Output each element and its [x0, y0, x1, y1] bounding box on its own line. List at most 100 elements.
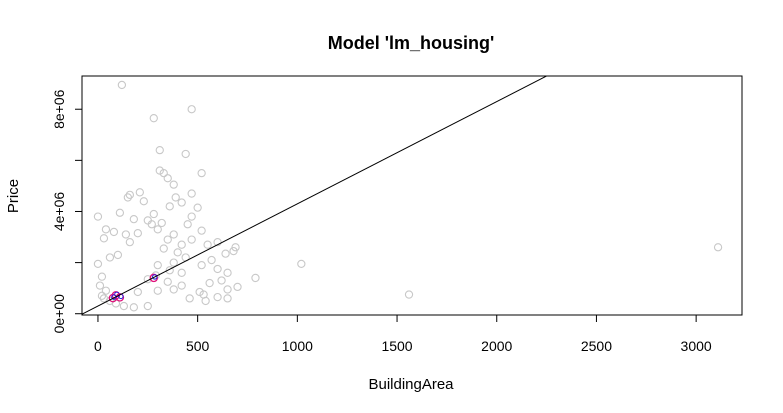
points-layer: [93, 80, 723, 312]
data-point: [169, 285, 178, 294]
x-tick-label: 3000: [681, 338, 712, 354]
data-point: [169, 258, 178, 267]
data-point: [97, 291, 107, 300]
data-point: [171, 193, 180, 202]
data-point: [223, 268, 232, 277]
data-point: [169, 230, 178, 239]
x-tick-label: 1500: [381, 338, 412, 354]
data-point: [117, 80, 127, 90]
data-point: [97, 272, 107, 281]
y-axis: 0e+00 4e+06 8e+06: [51, 89, 83, 334]
data-point: [105, 253, 115, 262]
data-point: [177, 281, 186, 290]
highlight-point-inner: [152, 274, 158, 280]
data-point: [177, 240, 186, 249]
data-point: [133, 287, 142, 297]
x-axis-label: BuildingArea: [368, 376, 454, 393]
data-point: [187, 212, 196, 221]
data-point: [115, 208, 125, 217]
data-point: [101, 225, 111, 234]
data-point: [143, 301, 152, 311]
data-point: [229, 246, 238, 256]
data-point: [169, 180, 178, 189]
data-point: [153, 261, 162, 270]
data-point: [93, 212, 103, 221]
x-tick-label: 500: [186, 338, 210, 354]
data-point: [109, 227, 119, 237]
data-point: [233, 282, 242, 292]
data-point: [213, 264, 222, 274]
data-point: [197, 226, 206, 235]
data-point: [139, 197, 148, 206]
plot-frame: [81, 75, 743, 316]
data-point: [113, 250, 123, 260]
data-point: [183, 220, 192, 229]
data-point: [133, 229, 142, 238]
data-point: [153, 286, 162, 295]
data-point: [123, 193, 133, 202]
data-point: [181, 149, 190, 159]
data-point: [177, 198, 186, 207]
data-point: [223, 285, 232, 294]
data-point: [197, 261, 206, 270]
data-point: [201, 296, 210, 306]
data-point: [101, 286, 111, 295]
data-point: [157, 218, 166, 228]
data-point: [163, 277, 172, 286]
highlight-point: [149, 273, 159, 283]
data-point: [165, 266, 174, 275]
data-point: [149, 209, 158, 219]
data-point: [297, 259, 306, 269]
data-point: [713, 243, 723, 252]
data-point: [125, 237, 135, 247]
data-point: [197, 168, 206, 178]
data-point: [187, 235, 196, 244]
data-point: [217, 276, 226, 285]
data-point: [99, 234, 109, 243]
data-point: [163, 174, 172, 183]
data-point: [203, 240, 212, 249]
data-point: [159, 244, 168, 253]
data-point: [93, 259, 103, 269]
data-point: [207, 255, 216, 265]
data-point: [185, 294, 194, 303]
data-point: [163, 235, 172, 244]
data-point: [177, 268, 186, 277]
data-point: [231, 243, 240, 252]
data-point: [223, 294, 232, 303]
data-point: [121, 230, 131, 239]
data-point: [129, 214, 138, 224]
data-point: [149, 114, 158, 123]
x-axis: 0 500 1000 1500 2000 2500 3000: [94, 314, 712, 354]
data-point: [165, 202, 174, 211]
highlight-layer: [108, 273, 159, 303]
x-tick-label: 2000: [481, 338, 512, 354]
data-point: [119, 301, 129, 311]
y-tick-label: 0e+00: [51, 294, 67, 334]
data-point: [213, 237, 222, 247]
y-tick-label: 4e+06: [51, 192, 67, 232]
data-point: [155, 145, 164, 155]
chart-title: Model 'lm_housing': [328, 33, 495, 53]
data-point: [251, 273, 260, 283]
data-point: [205, 278, 214, 288]
x-tick-label: 1000: [282, 338, 313, 354]
data-point: [193, 203, 202, 212]
data-point: [221, 249, 230, 258]
y-tick-label: 8e+06: [51, 89, 67, 129]
data-point: [95, 281, 105, 290]
highlight-point: [108, 293, 118, 303]
data-point: [187, 105, 196, 114]
regression-line: [82, 76, 548, 315]
y-axis-label: Price: [5, 179, 22, 213]
data-point: [213, 292, 222, 302]
x-tick-label: 2500: [581, 338, 612, 354]
data-point: [404, 290, 414, 299]
data-point: [147, 220, 156, 229]
data-point: [159, 168, 168, 178]
data-point: [135, 188, 144, 197]
data-point: [153, 225, 162, 234]
data-point: [143, 275, 152, 284]
data-point: [173, 248, 182, 257]
